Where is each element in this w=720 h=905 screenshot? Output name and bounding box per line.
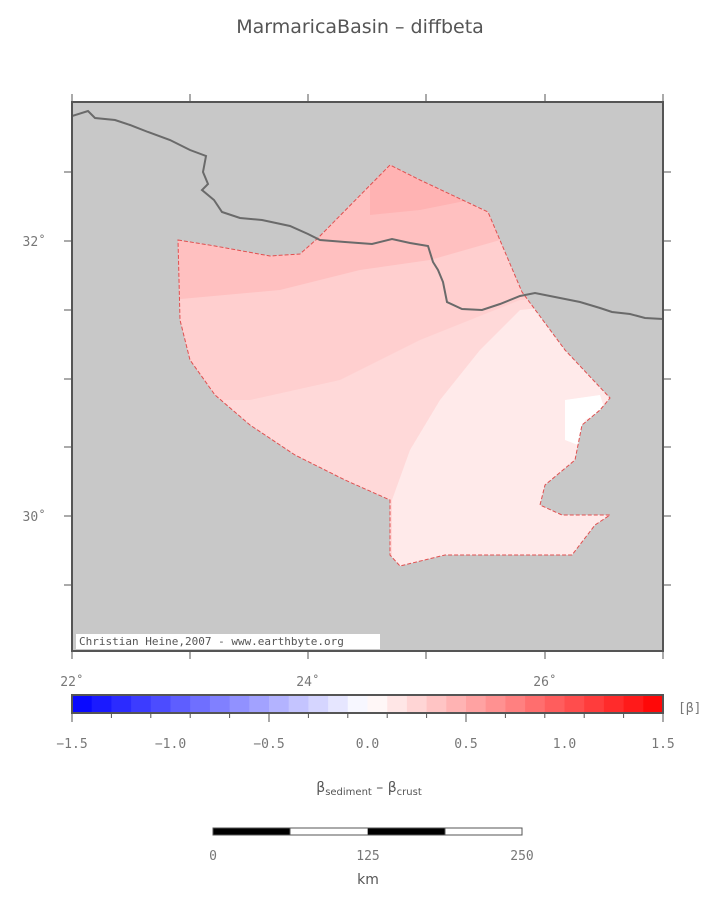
colorbar-tick-label: 0.0 xyxy=(356,737,379,752)
scale-bar xyxy=(212,827,523,836)
colorbar-cell xyxy=(603,695,625,713)
colorbar-label-sub2: crust xyxy=(397,787,422,798)
lon-label-24: 24˚ xyxy=(296,674,319,690)
colorbar-cell xyxy=(406,695,428,713)
colorbar-tick-label: 1.0 xyxy=(553,737,576,752)
colorbar-label-mid: – β xyxy=(372,780,397,796)
scale-label-0: 0 xyxy=(209,849,217,864)
colorbar-cell xyxy=(426,695,447,713)
colorbar-cell xyxy=(131,695,152,713)
colorbar-label: βsediment – βcrust xyxy=(316,780,422,798)
colorbar-cell xyxy=(190,695,211,713)
colorbar-cell xyxy=(150,695,171,713)
colorbar-tick-label: 1.5 xyxy=(651,737,674,752)
colorbar-cell xyxy=(623,695,644,713)
colorbar-cell xyxy=(564,695,585,713)
colorbar-cell xyxy=(209,695,231,713)
colorbar-cell xyxy=(288,695,309,713)
colorbar-unit: [β] xyxy=(678,701,701,716)
colorbar-ticks xyxy=(71,713,664,722)
colorbar-frame xyxy=(71,694,664,714)
colorbar-label-beta: β xyxy=(316,780,325,796)
colorbar-cell xyxy=(170,695,191,713)
scale-label-125: 125 xyxy=(356,849,379,864)
colorbar-cell xyxy=(328,695,349,713)
colorbar-tick-label: −1.5 xyxy=(56,737,87,752)
lon-label-22: 22˚ xyxy=(60,674,83,690)
colorbar xyxy=(72,695,664,713)
colorbar-cell xyxy=(387,695,408,713)
colorbar-cell xyxy=(269,695,290,713)
colorbar-cell xyxy=(229,695,250,713)
colorbar-cell xyxy=(367,695,388,713)
lat-label-32: 32˚ xyxy=(23,234,46,250)
colorbar-cell xyxy=(249,695,270,713)
colorbar-cell xyxy=(505,695,526,713)
credit-box xyxy=(76,634,380,649)
colorbar-cell xyxy=(544,695,565,713)
map-frame xyxy=(71,101,664,652)
scale-unit: km xyxy=(357,872,379,888)
coastline xyxy=(72,109,663,320)
colorbar-cell xyxy=(347,695,368,713)
frame-ticks xyxy=(64,94,671,659)
colorbar-tick-label: −0.5 xyxy=(253,737,284,752)
colorbar-cell xyxy=(72,695,93,713)
colorbar-cell xyxy=(466,695,487,713)
scale-label-250: 250 xyxy=(510,849,533,864)
colorbar-tick-label: 0.5 xyxy=(454,737,477,752)
credit-text: Christian Heine,2007 - www.earthbyte.org xyxy=(79,635,344,648)
colorbar-cell xyxy=(485,695,506,713)
colorbar-cell xyxy=(643,695,664,713)
colorbar-cell xyxy=(308,695,329,713)
colorbar-label-sub1: sediment xyxy=(325,787,372,798)
lat-label-30: 30˚ xyxy=(23,509,46,525)
map-title: MarmaricaBasin – diffbeta xyxy=(236,16,484,38)
colorbar-cell xyxy=(91,695,112,713)
basin-outline xyxy=(177,164,612,567)
lon-label-26: 26˚ xyxy=(533,674,556,690)
colorbar-cell xyxy=(111,695,132,713)
colorbar-tick-labels: −1.5 −1.0 −0.5 0.0 0.5 1.0 1.5 xyxy=(56,737,674,752)
colorbar-cell xyxy=(525,695,546,713)
colorbar-cell xyxy=(446,695,467,713)
colorbar-tick-label: −1.0 xyxy=(155,737,186,752)
colorbar-cell xyxy=(584,695,605,713)
